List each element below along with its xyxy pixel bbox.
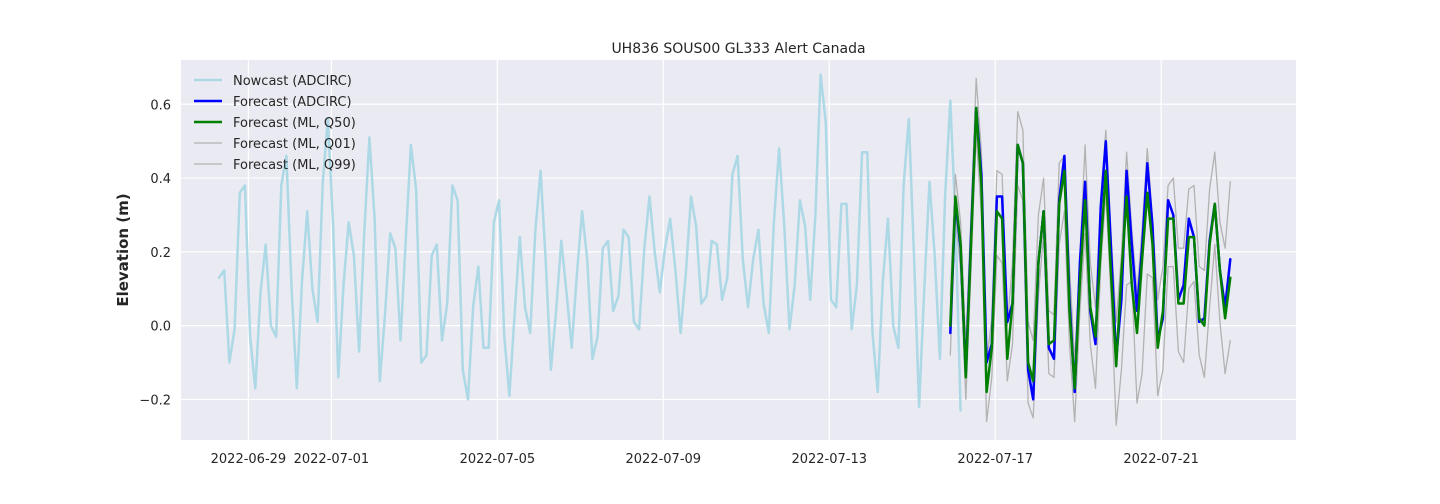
y-tick-label: −0.2 <box>139 393 171 408</box>
chart-title: UH836 SOUS00 GL333 Alert Canada <box>611 41 865 57</box>
series-line-forecast-ml-q50 <box>949 106 1232 394</box>
x-tick-label: 2022-07-13 <box>791 452 867 467</box>
x-tick-label: 2022-07-17 <box>957 452 1033 467</box>
x-tick-label: 2022-07-09 <box>626 452 702 467</box>
x-tick-label: 2022-06-29 <box>211 452 287 467</box>
legend-label-forecast-adcirc: Forecast (ADCIRC) <box>233 95 352 110</box>
y-tick-label: 0.6 <box>150 98 171 113</box>
series-line-nowcast-adcirc <box>217 73 962 412</box>
series-layer <box>217 73 1232 426</box>
y-tick-label: 0.0 <box>150 320 171 335</box>
y-axis-label: Elevation (m) <box>114 193 132 306</box>
legend-label-forecast-ml-q99: Forecast (ML, Q99) <box>233 158 356 173</box>
y-tick-label: 0.2 <box>150 246 171 261</box>
x-tick-label: 2022-07-21 <box>1123 452 1199 467</box>
x-tick-label: 2022-07-01 <box>294 452 370 467</box>
legend-label-forecast-ml-q01: Forecast (ML, Q01) <box>233 137 356 152</box>
x-tick-label: 2022-07-05 <box>460 452 536 467</box>
legend-label-nowcast-adcirc: Nowcast (ADCIRC) <box>233 74 352 89</box>
y-tick-label: 0.4 <box>150 172 171 187</box>
series-line-forecast-ml-q01 <box>949 133 1231 426</box>
x-axis-ticks: 2022-06-29 2022-07-01 2022-07-05 2022-07-09… <box>211 452 1199 467</box>
legend-label-forecast-ml-q50: Forecast (ML, Q50) <box>233 116 356 131</box>
legend: Nowcast (ADCIRC) Forecast (ADCIRC) Forecas… <box>194 74 356 173</box>
y-axis-ticks: −0.2 0.0 0.2 0.4 0.6 <box>139 98 171 408</box>
series-line-forecast-ml-q99 <box>949 77 1231 364</box>
